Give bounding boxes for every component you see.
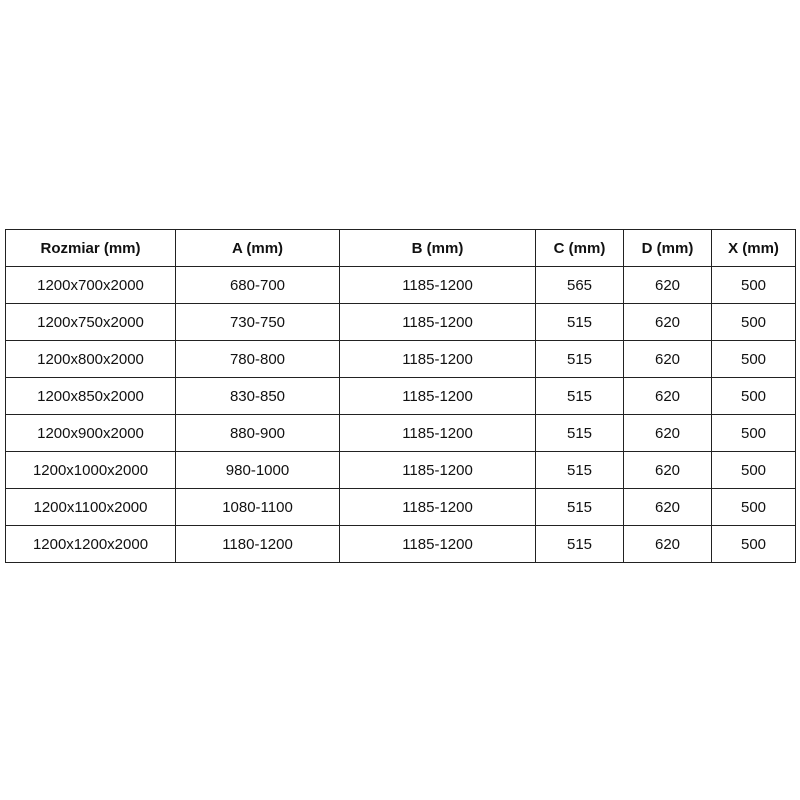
table-row: 1200x750x2000 730-750 1185-1200 515 620 500: [5, 303, 796, 341]
column-header: X (mm): [711, 229, 796, 267]
table-cell: 620: [623, 488, 712, 526]
table-cell: 500: [711, 451, 796, 489]
table-cell: 620: [623, 266, 712, 304]
table-cell: 515: [535, 488, 624, 526]
table-cell: 1180-1200: [175, 525, 340, 563]
table-cell: 680-700: [175, 266, 340, 304]
table-cell: 500: [711, 266, 796, 304]
table-cell: 1200x1100x2000: [5, 488, 176, 526]
column-header: C (mm): [535, 229, 624, 267]
table-row: 1200x1000x2000 980-1000 1185-1200 515 620 500: [5, 451, 796, 489]
header-row: Rozmiar (mm) A (mm) B (mm) C (mm) D (mm) X (m…: [5, 229, 796, 267]
table-row: 1200x1100x2000 1080-1100 1185-1200 515 620 50…: [5, 488, 796, 526]
table-cell: 565: [535, 266, 624, 304]
table-cell: 620: [623, 377, 712, 415]
table-cell: 1185-1200: [339, 377, 536, 415]
table-cell: 1185-1200: [339, 525, 536, 563]
table-cell: 515: [535, 414, 624, 452]
column-header: A (mm): [175, 229, 340, 267]
column-header: B (mm): [339, 229, 536, 267]
table-cell: 620: [623, 451, 712, 489]
table-row: 1200x700x2000 680-700 1185-1200 565 620 500: [5, 266, 796, 304]
table-cell: 1080-1100: [175, 488, 340, 526]
column-header: Rozmiar (mm): [5, 229, 176, 267]
table-cell: 500: [711, 525, 796, 563]
table-cell: 780-800: [175, 340, 340, 378]
table-row: 1200x1200x2000 1180-1200 1185-1200 515 620 50…: [5, 525, 796, 563]
table-row: 1200x850x2000 830-850 1185-1200 515 620 500: [5, 377, 796, 415]
table-cell: 620: [623, 303, 712, 341]
table-cell: 515: [535, 451, 624, 489]
table-cell: 515: [535, 303, 624, 341]
table-cell: 880-900: [175, 414, 340, 452]
dimensions-table: Rozmiar (mm) A (mm) B (mm) C (mm) D (mm) X (m…: [5, 229, 796, 563]
table-cell: 1200x850x2000: [5, 377, 176, 415]
table-cell: 620: [623, 414, 712, 452]
table-cell: 1185-1200: [339, 488, 536, 526]
table-cell: 620: [623, 340, 712, 378]
table-row: 1200x800x2000 780-800 1185-1200 515 620 500: [5, 340, 796, 378]
table-cell: 500: [711, 414, 796, 452]
table-cell: 1200x800x2000: [5, 340, 176, 378]
table-cell: 620: [623, 525, 712, 563]
table-cell: 500: [711, 488, 796, 526]
table-cell: 980-1000: [175, 451, 340, 489]
table-cell: 515: [535, 377, 624, 415]
table-cell: 1185-1200: [339, 451, 536, 489]
table-cell: 1200x700x2000: [5, 266, 176, 304]
table-cell: 500: [711, 377, 796, 415]
table-cell: 515: [535, 340, 624, 378]
table-cell: 830-850: [175, 377, 340, 415]
table-cell: 515: [535, 525, 624, 563]
table-cell: 1200x1000x2000: [5, 451, 176, 489]
table-cell: 1200x900x2000: [5, 414, 176, 452]
table-row: 1200x900x2000 880-900 1185-1200 515 620 500: [5, 414, 796, 452]
table-cell: 500: [711, 340, 796, 378]
table-cell: 500: [711, 303, 796, 341]
table-cell: 1185-1200: [339, 340, 536, 378]
column-header: D (mm): [623, 229, 712, 267]
table-cell: 1200x750x2000: [5, 303, 176, 341]
table-cell: 1185-1200: [339, 303, 536, 341]
table-cell: 1200x1200x2000: [5, 525, 176, 563]
table-cell: 1185-1200: [339, 266, 536, 304]
table-cell: 730-750: [175, 303, 340, 341]
table-cell: 1185-1200: [339, 414, 536, 452]
